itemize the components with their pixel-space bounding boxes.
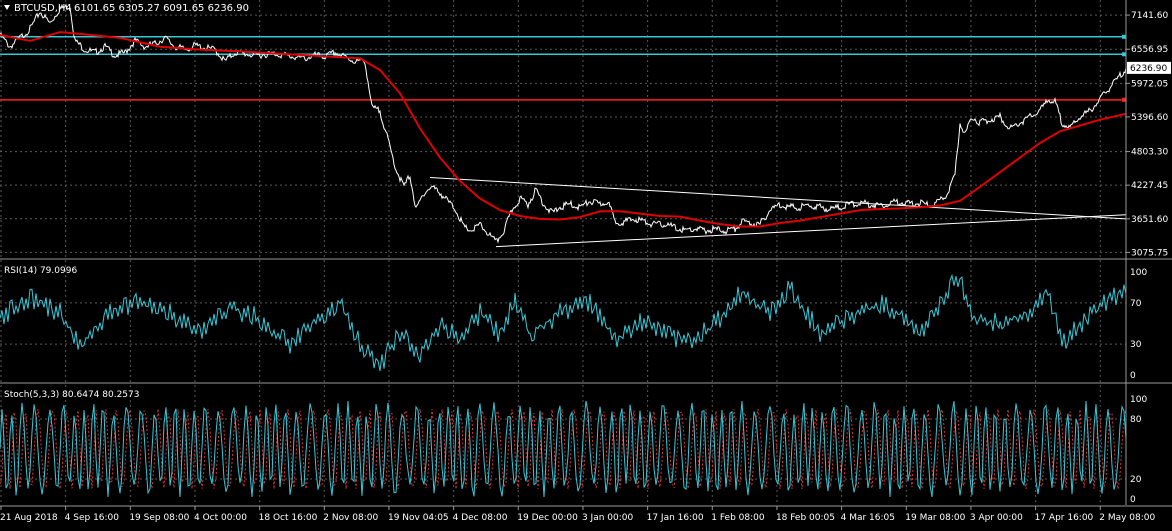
x-tick-label: 4 Sep 16:00 <box>65 513 120 523</box>
rsi-tick-label: 0 <box>1130 371 1136 381</box>
current-price-box <box>1127 61 1171 74</box>
x-tick-label: 18 Feb 00:05 <box>776 513 835 523</box>
y-tick-label: 5972.05 <box>1131 79 1168 89</box>
y-tick-label: 3075.75 <box>1131 248 1168 258</box>
stoch-tick-label: 80 <box>1130 415 1142 425</box>
x-tick-label: 3 Apr 00:00 <box>970 513 1023 523</box>
rsi-tick-label: 70 <box>1130 299 1142 309</box>
x-tick-label: 4 Dec 08:00 <box>453 513 508 523</box>
stoch-panel <box>0 400 1127 498</box>
rsi-tick-label: 30 <box>1130 340 1142 350</box>
stoch-main-line <box>0 400 1127 498</box>
price-panel <box>0 3 1127 248</box>
level-handle <box>1122 52 1126 57</box>
y-tick-label: 6556.95 <box>1131 45 1168 55</box>
y-tick-label: 3651.60 <box>1131 215 1168 225</box>
x-tick-label: 19 Mar 08:00 <box>905 513 965 523</box>
chart-header: BTCUSD,H4 6101.65 6305.27 6091.65 6236.9… <box>4 3 249 14</box>
stoch-title: Stoch(5,3,3) 80.6474 80.2573 <box>4 390 139 400</box>
symbol-label: BTCUSD,H4 <box>14 3 72 14</box>
x-tick-label: 3 Jan 00:00 <box>582 513 634 523</box>
trendline <box>495 214 1127 248</box>
stoch-tick-label: 0 <box>1130 495 1136 505</box>
trendline <box>429 176 1127 220</box>
x-tick-label: 4 Oct 00:00 <box>194 513 247 523</box>
rsi-title: RSI(14) 79.0996 <box>4 266 77 276</box>
x-tick-label: 19 Sep 08:00 <box>129 513 189 523</box>
moving-average-line <box>0 31 1127 228</box>
stoch-tick-label: 100 <box>1130 395 1147 405</box>
stoch-signal-line <box>0 408 1127 490</box>
x-tick-label: 2 Nov 08:00 <box>323 513 378 523</box>
x-tick-label: 17 Apr 16:00 <box>1035 513 1094 523</box>
y-tick-label: 7141.60 <box>1131 11 1168 21</box>
y-tick-label: 4803.30 <box>1131 148 1168 158</box>
rsi-panel <box>0 273 1127 372</box>
level-handle <box>1122 97 1126 102</box>
x-tick-label: 19 Nov 04:05 <box>388 513 449 523</box>
x-tick-label: 4 Mar 16:05 <box>841 513 895 523</box>
rsi-tick-label: 100 <box>1130 268 1147 278</box>
x-tick-label: 19 Dec 00:00 <box>517 513 578 523</box>
level-handle <box>1122 34 1126 39</box>
stoch-tick-label: 20 <box>1130 475 1142 485</box>
ohlc-label: 6101.65 6305.27 6091.65 6236.90 <box>74 3 249 14</box>
x-tick-label: 18 Oct 16:00 <box>259 513 318 523</box>
rsi-line <box>0 273 1127 372</box>
chevron-down-icon[interactable] <box>4 5 10 10</box>
current-price-label: 6236.90 <box>1130 64 1167 74</box>
y-tick-label: 4227.45 <box>1131 181 1168 191</box>
x-tick-label: 21 Aug 2018 <box>0 513 58 523</box>
price-series-line <box>0 3 1127 244</box>
y-tick-label: 5396.60 <box>1131 113 1168 123</box>
x-tick-label: 1 Feb 08:00 <box>711 513 765 523</box>
x-tick-label: 2 May 08:00 <box>1099 513 1155 523</box>
x-tick-label: 17 Jan 16:00 <box>647 513 704 523</box>
